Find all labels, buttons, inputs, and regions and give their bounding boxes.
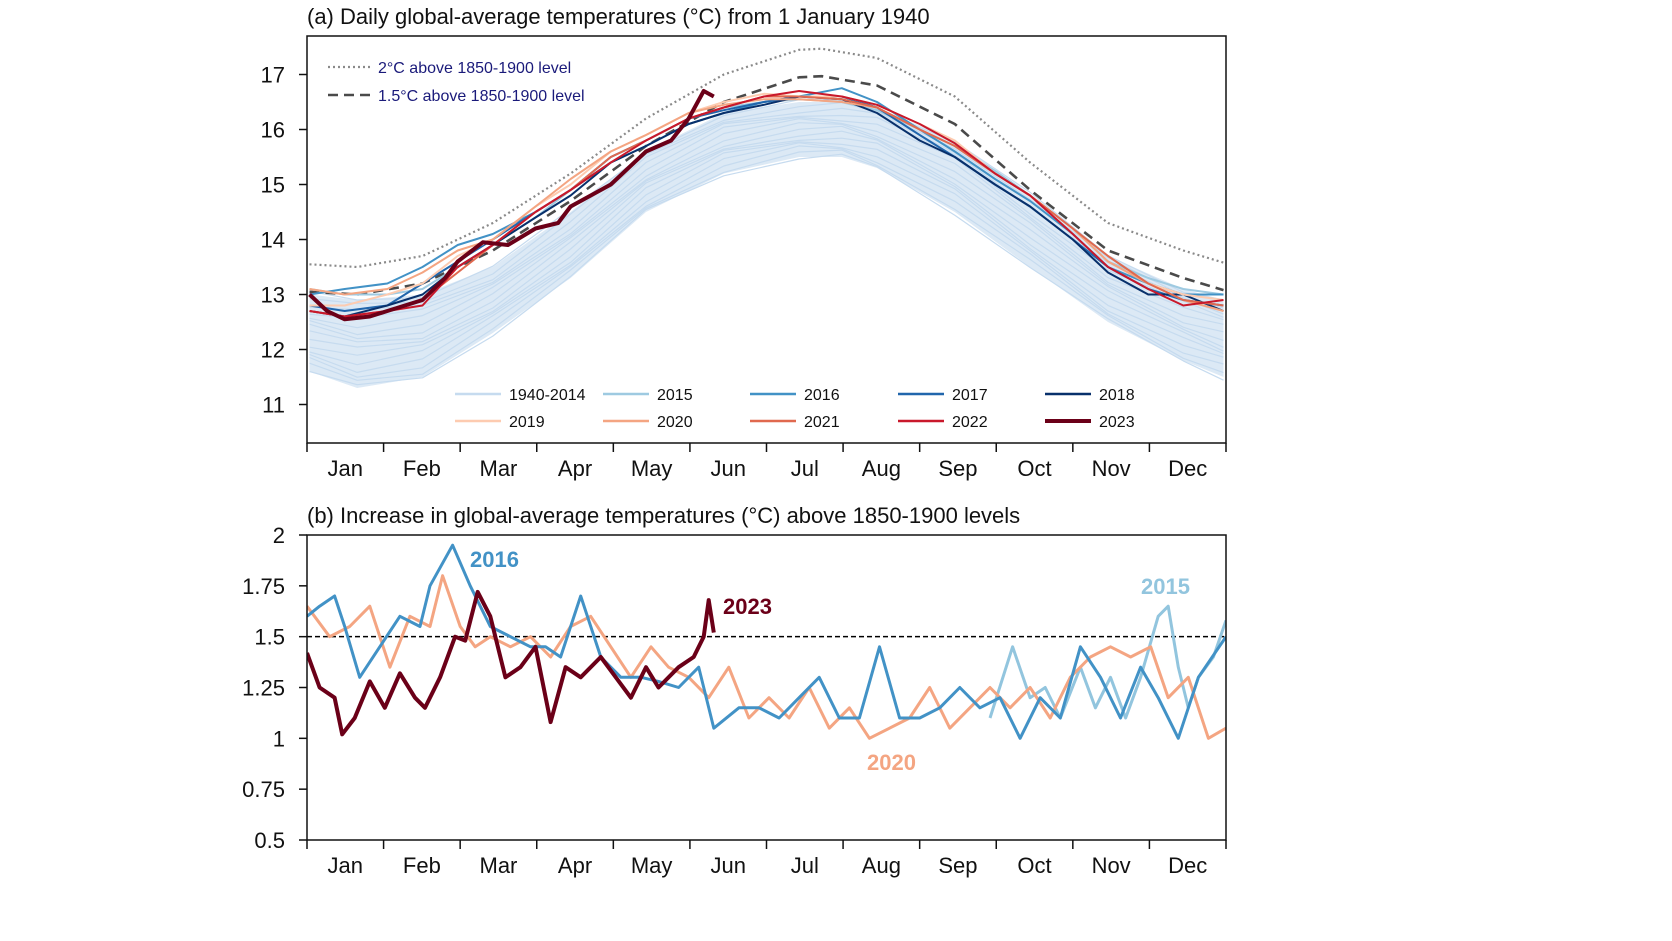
y-tick-label: 11 [262, 393, 285, 418]
x-tick-label-jul: Jul [791, 456, 819, 481]
x-tick-label-jun: Jun [710, 853, 745, 878]
x-tick-label-sep: Sep [938, 853, 977, 878]
y-tick-label: 1.25 [242, 676, 285, 701]
y-tick-label: 13 [261, 283, 285, 308]
line-1940-2014 [309, 145, 1224, 378]
legend-label-2021: 2021 [804, 414, 840, 431]
x-tick-label-feb: Feb [403, 853, 441, 878]
x-tick-label-aug: Aug [862, 853, 901, 878]
series-line-2023 [308, 89, 715, 322]
x-tick-label-jul: Jul [791, 853, 819, 878]
series-label-2016: 2016 [470, 547, 519, 572]
line-1940-2014 [309, 125, 1224, 343]
x-tick-label-aug: Aug [862, 456, 901, 481]
line-1940-2014 [309, 107, 1224, 315]
x-tick-label-jun: Jun [710, 456, 745, 481]
legend-label-2017: 2017 [952, 387, 988, 404]
x-tick-label-sep: Sep [938, 456, 977, 481]
plot-area [308, 47, 1224, 388]
series-line-2022 [309, 90, 1224, 318]
reference-line-2c [309, 47, 1224, 269]
chart-title: (a) Daily global-average temperatures (°… [307, 4, 930, 29]
x-tick-label-jan: Jan [328, 853, 363, 878]
y-tick-label: 1.75 [242, 574, 285, 599]
y-tick-label: 16 [261, 118, 285, 143]
line-1940-2014 [309, 142, 1224, 373]
x-tick-label-dec: Dec [1168, 853, 1207, 878]
line-1940-2014 [309, 122, 1224, 340]
legend-label-2022: 2022 [952, 414, 988, 431]
series-label-2023: 2023 [723, 594, 772, 619]
y-tick-label: 1.5 [254, 625, 285, 650]
series-line-2016 [307, 543, 1226, 740]
legend-label-2018: 2018 [1099, 387, 1135, 404]
series-line-2023 [307, 589, 716, 737]
legend-label-2019: 2019 [509, 414, 545, 431]
legend-label-threshold: 1.5°C above 1850-1900 level [378, 88, 585, 105]
x-tick-label-jan: Jan [328, 456, 363, 481]
x-tick-label-dec: Dec [1168, 456, 1207, 481]
x-tick-label-may: May [631, 853, 673, 878]
x-tick-label-may: May [631, 456, 673, 481]
chart-title: (b) Increase in global-average temperatu… [307, 503, 1020, 528]
line-1940-2014 [309, 137, 1224, 356]
panel-b: (b) Increase in global-average temperatu… [242, 503, 1227, 878]
legend-label-threshold: 2°C above 1850-1900 level [378, 60, 571, 77]
line-1940-2014 [309, 116, 1224, 329]
y-tick-label: 12 [261, 338, 285, 363]
x-tick-label-oct: Oct [1017, 853, 1051, 878]
x-tick-label-apr: Apr [558, 853, 592, 878]
line-1940-2014 [309, 149, 1224, 381]
line-1940-2014 [309, 114, 1224, 319]
line-1940-2014 [309, 118, 1224, 336]
x-tick-label-apr: Apr [558, 456, 592, 481]
x-tick-label-nov: Nov [1092, 853, 1131, 878]
reference-line-1p5c [309, 74, 1224, 296]
legend-label-1940-2014: 1940-2014 [509, 387, 586, 404]
y-tick-label: 15 [261, 173, 285, 198]
legend-label-2016: 2016 [804, 387, 840, 404]
plot-area [307, 543, 1226, 740]
x-tick-label-oct: Oct [1017, 456, 1051, 481]
y-tick-label: 17 [261, 63, 285, 88]
legend-label-2023: 2023 [1099, 414, 1135, 431]
legend-label-2015: 2015 [657, 387, 693, 404]
y-tick-label: 2 [273, 523, 285, 548]
x-tick-label-mar: Mar [480, 853, 518, 878]
line-1940-2014 [309, 130, 1224, 348]
x-tick-label-mar: Mar [480, 456, 518, 481]
panel-a: (a) Daily global-average temperatures (°… [261, 4, 1227, 481]
series-label-2015: 2015 [1141, 574, 1190, 599]
y-tick-label: 0.5 [254, 828, 285, 853]
legend-label-2020: 2020 [657, 414, 693, 431]
series-label-2020: 2020 [867, 750, 916, 775]
x-tick-label-nov: Nov [1092, 456, 1131, 481]
y-tick-label: 14 [261, 228, 285, 253]
line-1940-2014 [309, 141, 1224, 366]
y-tick-label: 0.75 [242, 777, 285, 802]
y-tick-label: 1 [273, 726, 285, 751]
x-tick-label-feb: Feb [403, 456, 441, 481]
line-1940-2014 [309, 153, 1224, 386]
